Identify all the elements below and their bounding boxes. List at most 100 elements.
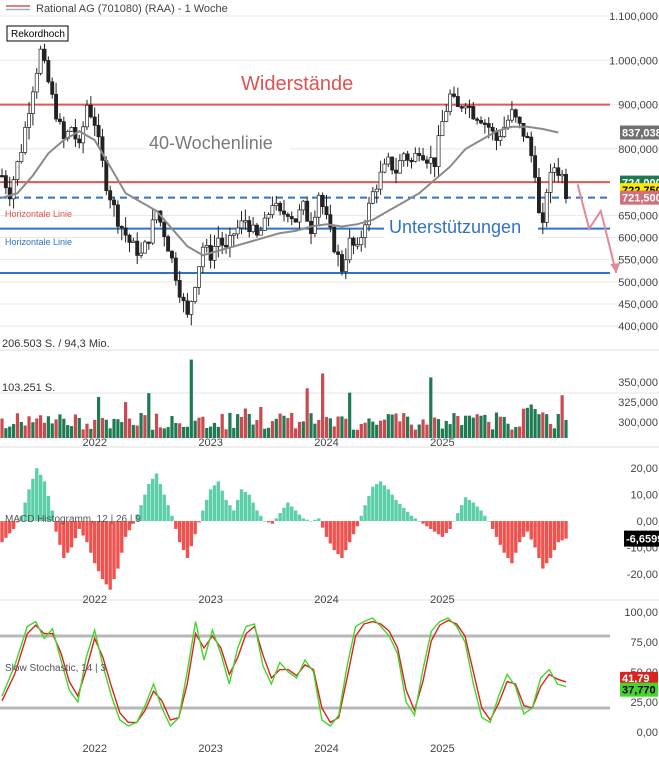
volume-bar bbox=[421, 419, 425, 438]
macd-bar bbox=[205, 499, 209, 522]
volume-bar bbox=[491, 429, 495, 438]
candle-body bbox=[185, 300, 190, 315]
volume-bar bbox=[552, 428, 557, 438]
candle-body bbox=[544, 192, 549, 223]
volume-bar bbox=[278, 413, 282, 438]
macd-bar bbox=[347, 521, 352, 543]
candle-body bbox=[517, 116, 522, 124]
volume-bar bbox=[11, 424, 16, 438]
macd-bar bbox=[243, 491, 248, 522]
volume-bar bbox=[247, 413, 251, 438]
volume-bar bbox=[239, 416, 244, 438]
moving-average-40 bbox=[1, 125, 559, 257]
volume-bar bbox=[139, 412, 143, 438]
candle-body bbox=[146, 241, 151, 244]
volume-bar bbox=[548, 424, 553, 438]
candle-body bbox=[513, 109, 518, 118]
volume-bar bbox=[363, 422, 367, 438]
candle-body bbox=[463, 105, 468, 109]
volume-bar bbox=[31, 422, 35, 438]
volume-bar bbox=[436, 419, 441, 438]
candle-body bbox=[424, 159, 429, 164]
price-grid bbox=[0, 15, 659, 327]
candle-body bbox=[57, 118, 62, 123]
candle-body bbox=[216, 237, 221, 247]
macd-bar bbox=[405, 511, 410, 522]
forecast-arrow bbox=[576, 184, 621, 274]
volume-bar bbox=[270, 421, 275, 438]
volume-bar bbox=[463, 415, 468, 438]
candle-body bbox=[564, 173, 568, 200]
macd-bar bbox=[510, 521, 514, 564]
macd-bar bbox=[533, 521, 537, 548]
macd-bar bbox=[177, 521, 182, 543]
macd-bar bbox=[452, 521, 456, 522]
price-tick-label: 900,000 bbox=[618, 100, 658, 112]
candle-body bbox=[339, 254, 344, 272]
candle-body bbox=[471, 106, 476, 120]
macd-bar bbox=[19, 515, 24, 522]
macd-bar bbox=[174, 521, 178, 529]
macd-bar bbox=[502, 521, 506, 553]
volume-bar bbox=[518, 426, 522, 438]
macd-bar bbox=[189, 521, 193, 547]
volume-bar bbox=[487, 421, 491, 438]
volume-bar bbox=[514, 427, 518, 438]
macd-bar bbox=[479, 510, 483, 522]
candle-body bbox=[293, 218, 298, 223]
candle-body bbox=[394, 169, 398, 174]
candle-body bbox=[328, 214, 333, 228]
volume-bar bbox=[448, 424, 452, 438]
candle-body bbox=[27, 113, 31, 128]
volume-bar bbox=[274, 418, 278, 438]
volume-bar bbox=[433, 417, 437, 438]
macd-bar bbox=[270, 521, 275, 524]
candle-body bbox=[258, 230, 263, 236]
candle-body bbox=[432, 157, 437, 167]
volume-bar bbox=[413, 429, 417, 438]
candle-body bbox=[282, 210, 286, 215]
x-axis-label: 2024 bbox=[314, 743, 338, 755]
candle-body bbox=[50, 81, 55, 95]
candle-body bbox=[305, 200, 310, 222]
volume-bar bbox=[475, 414, 479, 438]
volume-bar bbox=[216, 426, 220, 438]
macd-bar bbox=[290, 506, 294, 522]
candle-body bbox=[270, 205, 275, 215]
volume-bar bbox=[151, 429, 155, 438]
macd-bar bbox=[50, 510, 54, 522]
candle-body bbox=[475, 118, 480, 121]
volume-bar bbox=[193, 420, 197, 438]
candle-body bbox=[285, 213, 290, 217]
macd-bar bbox=[313, 519, 317, 522]
candle-body bbox=[509, 109, 514, 121]
last-value-text: 837,038 bbox=[622, 128, 659, 140]
price-tick-label: 450,000 bbox=[618, 299, 658, 311]
candle-body bbox=[193, 287, 198, 302]
volume-bar bbox=[378, 420, 383, 438]
candle-body bbox=[521, 122, 526, 137]
stochastic-tick-label: 75,00 bbox=[630, 637, 658, 649]
macd-tick-label: 0,00 bbox=[637, 516, 658, 528]
volume-bar bbox=[328, 418, 332, 438]
volume-bar bbox=[4, 428, 8, 438]
volume-bar bbox=[494, 412, 499, 438]
volume-grid bbox=[0, 349, 659, 394]
candle-body bbox=[200, 246, 205, 268]
macd-bar bbox=[212, 485, 217, 522]
macd-bar bbox=[108, 521, 112, 590]
volume-bar bbox=[266, 427, 271, 438]
macd-bar bbox=[363, 505, 367, 522]
macd-bar bbox=[429, 521, 433, 529]
candle-body bbox=[482, 122, 487, 125]
candle-body bbox=[428, 157, 433, 164]
macd-bar bbox=[552, 521, 557, 551]
volume-bar bbox=[73, 414, 77, 438]
volume-bar bbox=[228, 412, 232, 438]
macd-bar bbox=[448, 521, 452, 529]
volume-bar bbox=[116, 419, 120, 438]
volume-bar bbox=[409, 424, 414, 438]
candle-body bbox=[413, 153, 418, 162]
candle-body bbox=[69, 127, 74, 132]
annotations: Widerstände 40-Wochenlinie Unterstützung… bbox=[5, 70, 538, 247]
